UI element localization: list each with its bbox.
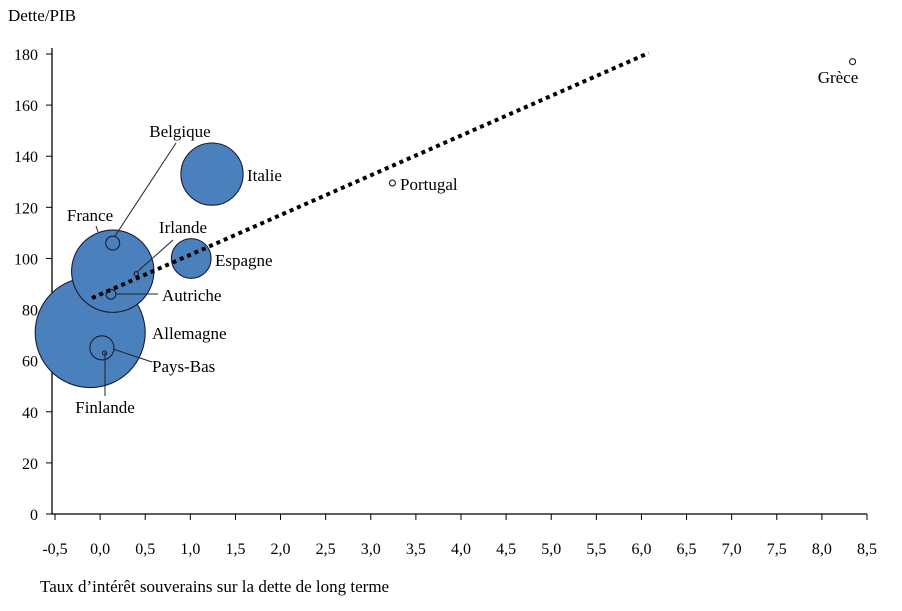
x-tick-label: 6,0 [631, 541, 651, 558]
x-tick-label: 1,5 [225, 541, 245, 558]
label-grèce: Grèce [818, 68, 859, 87]
label-allemagne: Allemagne [152, 324, 227, 343]
x-tick-label: 0,0 [90, 541, 110, 558]
x-tick-label: 5,0 [541, 541, 561, 558]
x-tick-label: 8,5 [857, 541, 877, 558]
y-tick-label: 160 [14, 98, 38, 115]
y-tick-label: 0 [30, 507, 38, 524]
bubble-italie [180, 142, 244, 206]
x-tick-label: 4,0 [451, 541, 471, 558]
x-tick-label: 3,5 [406, 541, 426, 558]
label-espagne: Espagne [215, 251, 273, 270]
label-belgique: Belgique [149, 122, 210, 141]
label-portugal: Portugal [400, 175, 458, 194]
bubble-grèce [849, 58, 857, 66]
leader-line-pays-bas [112, 348, 153, 363]
x-tick-label: 7,0 [722, 541, 742, 558]
bubble-pays-bas [89, 335, 115, 361]
x-tick-label: 7,5 [767, 541, 787, 558]
x-tick-label: 0,5 [135, 541, 155, 558]
label-france: France [67, 206, 113, 225]
label-autriche: Autriche [162, 286, 221, 305]
bubble-france [71, 229, 155, 313]
y-tick-label: 20 [22, 456, 38, 473]
leader-line-belgique [114, 142, 177, 237]
x-tick-label: 8,0 [812, 541, 832, 558]
x-tick-label: 1,0 [180, 541, 200, 558]
x-tick-label: 5,5 [586, 541, 606, 558]
bubble-belgique [105, 235, 121, 251]
y-tick-label: 100 [14, 251, 38, 268]
label-italie: Italie [247, 166, 282, 185]
leader-line-irlande [136, 239, 174, 273]
y-axis-title: Dette/PIB [8, 6, 76, 25]
y-tick-label: 40 [22, 405, 38, 422]
y-tick-label: 180 [14, 47, 38, 64]
x-tick-label: 3,0 [361, 541, 381, 558]
label-irlande: Irlande [159, 218, 207, 237]
label-pays-bas: Pays-Bas [152, 357, 215, 376]
bubble-portugal [388, 179, 396, 187]
point-labels: Allemagne France Italie Espagne Pays-Bas Belg… [67, 68, 858, 417]
bubbles [34, 58, 857, 389]
y-tick-label: 120 [14, 200, 38, 217]
axes: 0 20 40 60 80 100 120 140 160 180 -0,5 0,0 0,5 1,0 1,5… [14, 47, 877, 558]
x-tick-label: 6,5 [677, 541, 697, 558]
bubble-irlande [133, 271, 139, 277]
leader-line-france [95, 225, 99, 233]
x-tick-label: -0,5 [42, 541, 67, 558]
trendline-path [91, 51, 650, 300]
y-tick-label: 60 [22, 354, 38, 371]
trendline [91, 51, 650, 300]
x-axis-title: Taux d’intérêt souverains sur la dette d… [40, 577, 389, 596]
bubble-espagne [170, 238, 212, 279]
y-tick-label: 140 [14, 149, 38, 166]
x-tick-label: 4,5 [496, 541, 516, 558]
x-tick-label: 2,0 [271, 541, 291, 558]
y-tick-label: 80 [22, 303, 38, 320]
bubble-autriche [105, 288, 117, 300]
x-tick-label: 2,5 [316, 541, 336, 558]
label-finlande: Finlande [75, 398, 135, 417]
